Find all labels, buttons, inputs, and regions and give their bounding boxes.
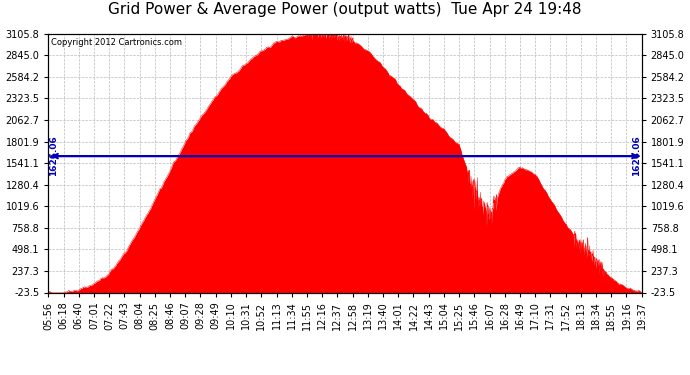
Text: Copyright 2012 Cartronics.com: Copyright 2012 Cartronics.com — [51, 38, 182, 46]
Text: 1626.06: 1626.06 — [633, 136, 642, 177]
Text: Grid Power & Average Power (output watts)  Tue Apr 24 19:48: Grid Power & Average Power (output watts… — [108, 2, 582, 17]
Text: 1626.06: 1626.06 — [48, 136, 57, 177]
